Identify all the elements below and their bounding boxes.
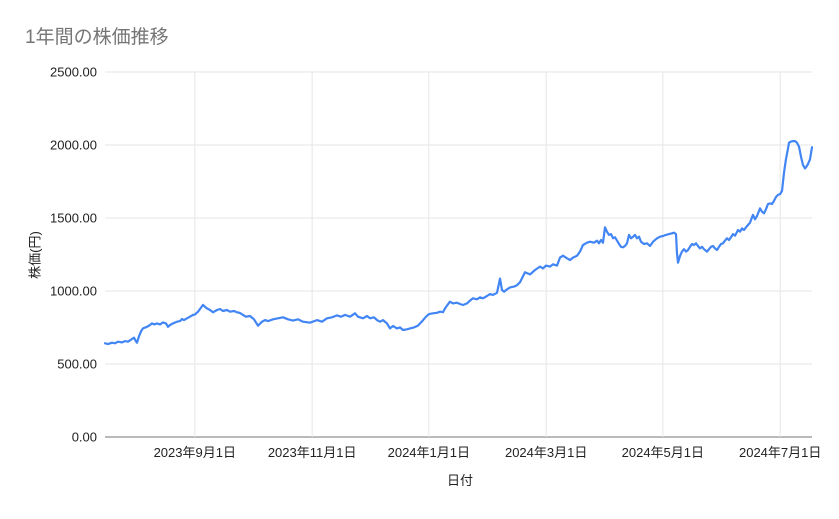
y-tick-label: 0.00 [72, 430, 97, 445]
x-tick-label: 2024年1月1日 [388, 445, 470, 460]
x-tick-label: 2024年5月1日 [622, 445, 704, 460]
x-axis-title: 日付 [446, 473, 474, 488]
y-tick-label: 1000.00 [50, 284, 97, 299]
y-tick-label: 2500.00 [50, 65, 97, 80]
chart-title: 1年間の株価推移 [25, 27, 169, 48]
y-tick-label: 2000.00 [50, 138, 97, 153]
y-axis-title: 株価(円) [27, 231, 43, 279]
y-tick-label: 500.00 [57, 357, 97, 372]
x-tick-label: 2023年11月1日 [268, 445, 357, 460]
x-tick-label: 2024年3月1日 [505, 445, 587, 460]
x-tick-label: 2023年9月1日 [154, 445, 236, 460]
x-tick-label: 2024年7月1日 [739, 445, 821, 460]
y-tick-label: 1500.00 [50, 211, 97, 226]
price-line [103, 140, 814, 346]
